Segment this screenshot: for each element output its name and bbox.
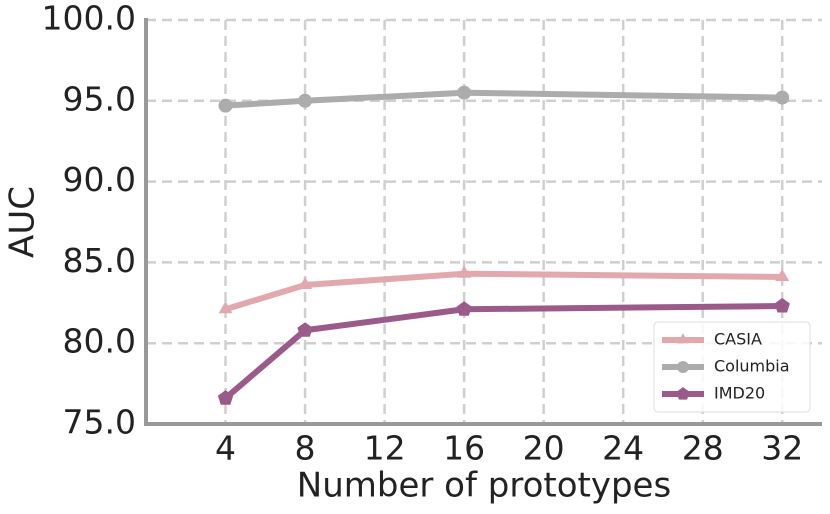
legend-label: IMD20 (714, 384, 765, 403)
marker (676, 387, 690, 400)
marker (218, 301, 233, 314)
marker (457, 265, 472, 278)
marker (677, 361, 689, 373)
x-axis-label: Number of prototypes (297, 466, 671, 506)
marker (775, 268, 790, 281)
legend: CASIA Columbia IMD20 (653, 321, 811, 413)
y-tick-label: 90.0 (63, 160, 136, 199)
y-tick-label: 85.0 (63, 241, 136, 280)
marker (298, 93, 313, 108)
marker (775, 90, 790, 105)
y-tick-label: 100.0 (42, 0, 136, 38)
x-tick-label: 8 (295, 429, 316, 468)
y-tick-label: 95.0 (63, 79, 136, 118)
y-axis-label: AUC (3, 186, 43, 258)
marker (457, 85, 472, 100)
marker (456, 301, 472, 316)
marker (298, 277, 312, 289)
x-tick-label: 16 (443, 429, 485, 468)
marker (297, 322, 313, 337)
marker (218, 98, 233, 113)
x-tick-label: 20 (523, 429, 565, 468)
series-line (223, 303, 783, 401)
marker (217, 390, 234, 405)
legend-label: Columbia (714, 357, 790, 376)
y-tick-label: 75.0 (63, 403, 136, 442)
x-tick-label: 4 (215, 429, 236, 468)
x-tick-label: 12 (364, 429, 406, 468)
y-tick-label: 80.0 (63, 322, 136, 361)
series-line (224, 270, 783, 313)
legend-box (653, 321, 811, 413)
marker (677, 333, 689, 344)
x-tick-label: 32 (761, 429, 803, 468)
x-tick-label: 28 (682, 429, 724, 468)
series-line (225, 89, 783, 109)
legend-label: CASIA (714, 330, 762, 349)
marker (774, 298, 790, 313)
x-tick-label: 24 (602, 429, 644, 468)
